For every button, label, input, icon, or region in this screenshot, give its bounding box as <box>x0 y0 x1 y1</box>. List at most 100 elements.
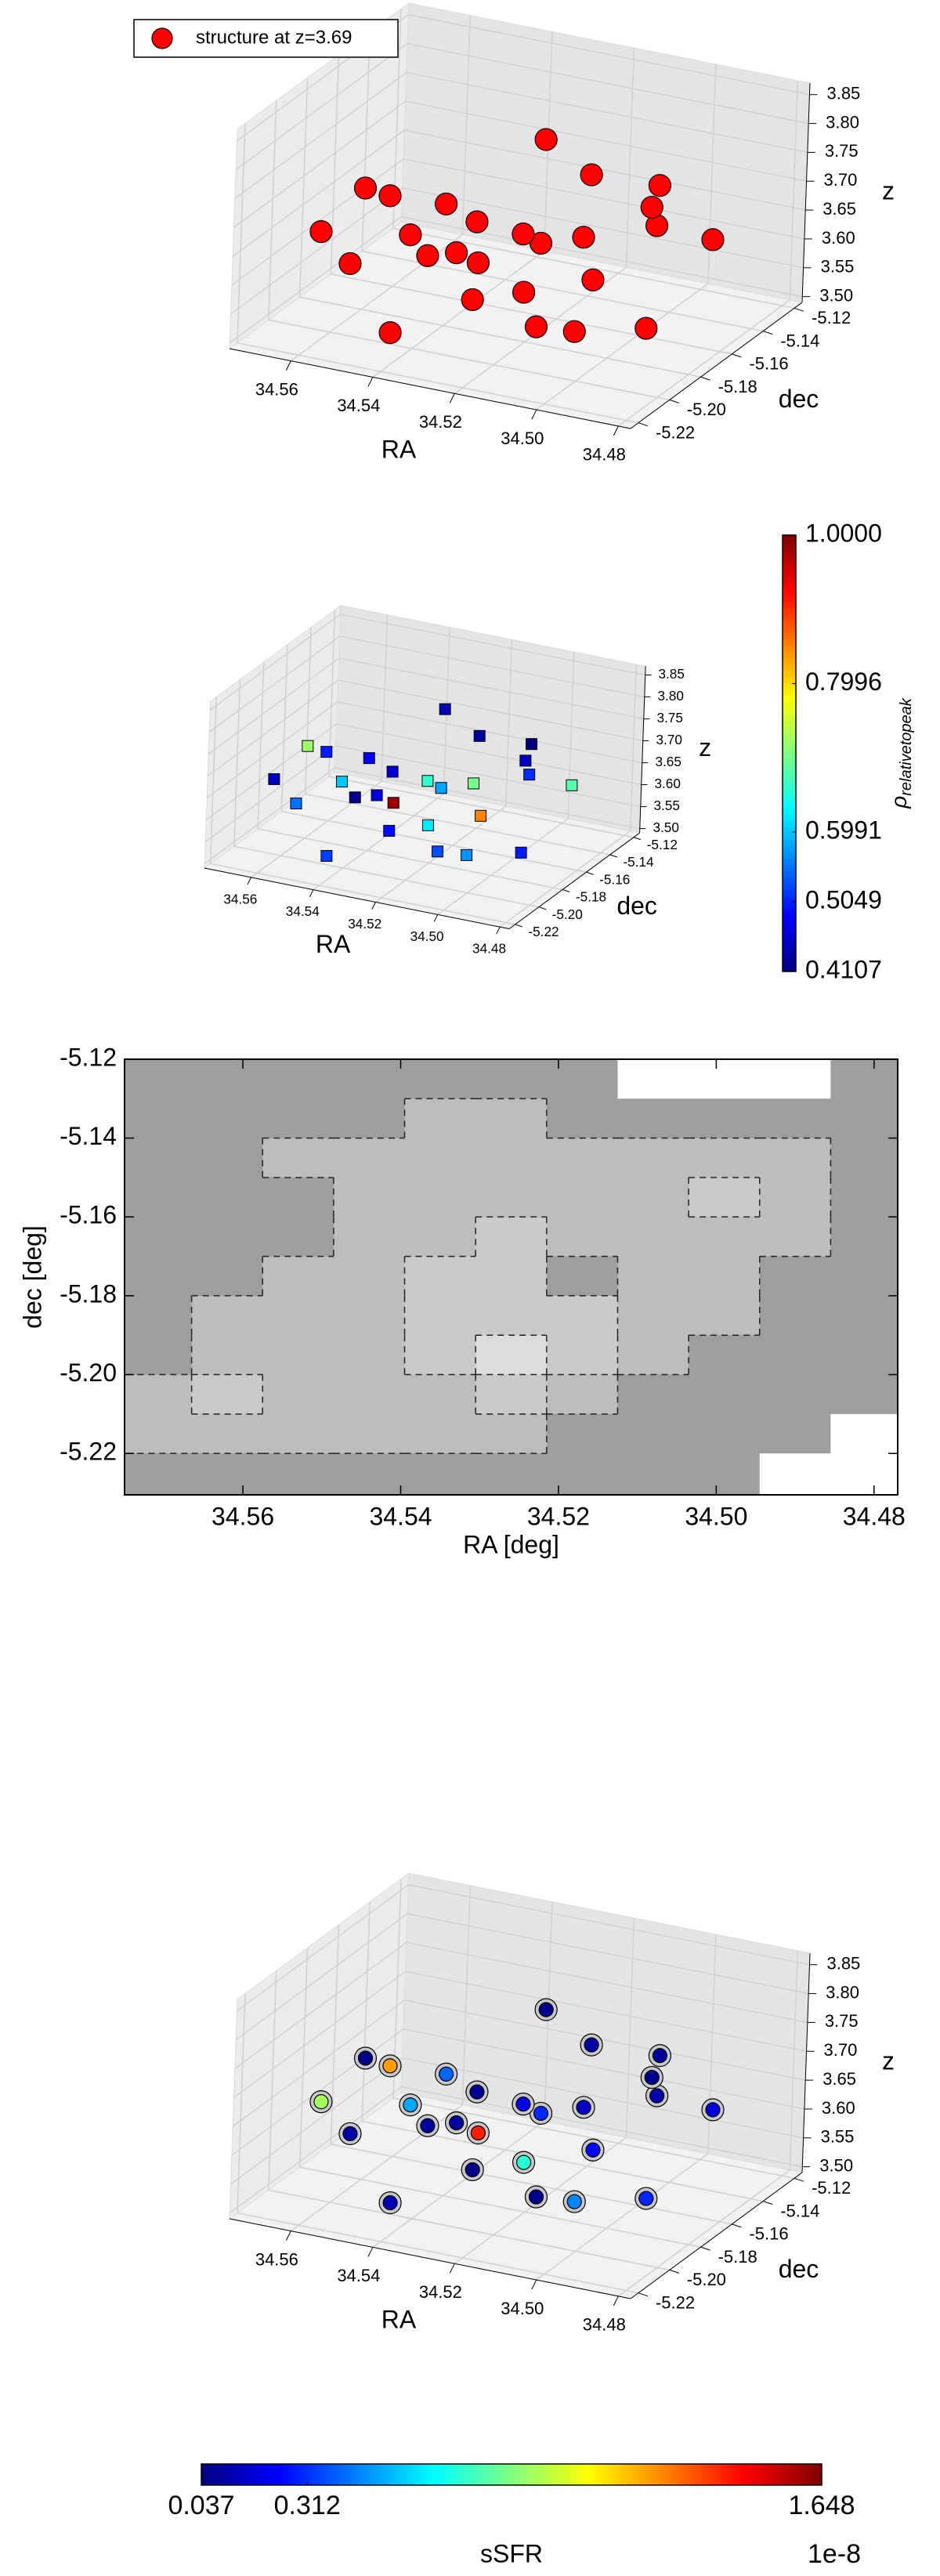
point <box>566 779 578 791</box>
density-cell <box>125 1177 193 1217</box>
x-axis <box>229 348 631 429</box>
colorbar-offset: 1e-8 <box>808 2539 861 2569</box>
tick-mark <box>562 888 570 892</box>
colorbar-label-main: ρ <box>887 796 911 809</box>
grid-line <box>298 78 701 378</box>
tick-mark <box>669 2269 679 2274</box>
y-axis <box>508 832 640 929</box>
y-tick-label: -5.14 <box>780 2201 819 2220</box>
density-cell <box>404 1059 476 1099</box>
density-cell <box>191 1335 263 1376</box>
density-cell <box>191 1217 263 1257</box>
grid-line <box>536 64 717 411</box>
colorbar-tick-label: 0.5049 <box>805 885 882 914</box>
y-tick-label: -5.20 <box>552 906 583 922</box>
x-tick-label: 34.56 <box>255 379 298 399</box>
z-tick-label: 3.85 <box>826 1954 860 1974</box>
colorbar-tick-label: 0.5991 <box>805 816 882 844</box>
density-cell <box>333 1217 406 1257</box>
point <box>302 740 314 752</box>
density-cell <box>689 1335 761 1376</box>
x-tick-label: 34.50 <box>410 928 444 944</box>
density-cell <box>404 1295 476 1336</box>
tick-mark <box>638 422 649 427</box>
x-axis-label: RA [deg] <box>463 1530 559 1558</box>
density-cell <box>830 1295 898 1336</box>
density-cell <box>404 1413 476 1454</box>
z-tick-label: 3.75 <box>825 141 859 161</box>
z-axis <box>801 82 811 303</box>
y-tick-label: -5.14 <box>60 1122 117 1150</box>
grid-line <box>237 123 639 424</box>
z-tick-label: 3.50 <box>819 2155 853 2175</box>
axes-frame <box>124 1058 898 1496</box>
point <box>382 2058 398 2074</box>
grid-line <box>233 1970 807 2098</box>
grid-line <box>280 644 587 873</box>
point <box>320 746 333 758</box>
density-cell <box>546 1335 618 1376</box>
point <box>701 228 725 251</box>
density-cell <box>404 1217 476 1257</box>
grid-line <box>617 1950 799 2297</box>
grid-line <box>536 1934 717 2281</box>
colorbar-tick-label: 1.648 <box>788 2491 855 2520</box>
tick-mark <box>531 409 537 420</box>
tick-mark <box>515 924 522 928</box>
colorbar-label: ρrelativetopeak <box>887 697 915 809</box>
point <box>371 789 383 801</box>
point <box>515 846 527 859</box>
z-tick-label: 3.75 <box>825 2011 859 2031</box>
point <box>469 2084 485 2100</box>
tick-mark <box>669 399 679 403</box>
tick-mark <box>763 331 773 335</box>
grid-line <box>392 9 795 309</box>
density-cell <box>830 1098 898 1139</box>
point <box>468 777 480 790</box>
colorbar-label-sub: relativetopeak <box>898 697 915 796</box>
density-cell <box>759 1374 831 1415</box>
density-cell <box>759 1295 831 1336</box>
density-cell <box>191 1177 263 1217</box>
density-cell <box>689 1453 761 1495</box>
density-cell <box>689 1256 761 1297</box>
point <box>652 2048 668 2064</box>
y-tick-label: -5.22 <box>656 422 695 442</box>
z-tick-label: 3.60 <box>822 228 855 248</box>
y-tick-label: -5.14 <box>780 331 819 350</box>
legend-label: structure at z=3.69 <box>196 27 352 48</box>
tick-mark <box>247 877 252 885</box>
y-tick-label: -5.12 <box>812 308 851 327</box>
x-tick-label: 34.48 <box>843 1502 906 1530</box>
x-tick-label: 34.50 <box>501 429 544 448</box>
z-tick-label: 3.75 <box>656 710 682 725</box>
colorbar <box>201 2463 822 2486</box>
density-cell <box>333 1335 406 1376</box>
grid-line <box>206 701 642 799</box>
grid-line <box>209 696 515 925</box>
y-tick-label: -5.22 <box>656 2292 695 2312</box>
grid-line <box>233 679 540 908</box>
point <box>475 809 487 822</box>
density-cell <box>689 1413 761 1454</box>
density-cell <box>125 1295 193 1336</box>
tick-mark <box>449 2263 455 2274</box>
density-cell <box>759 1256 831 1297</box>
z-tick-label: 3.70 <box>656 732 682 747</box>
density-cell <box>830 1374 898 1415</box>
x-tick-label: 34.48 <box>583 445 626 465</box>
density-cell <box>262 1413 334 1454</box>
point <box>581 268 605 291</box>
density-cell <box>404 1098 476 1139</box>
grid-line <box>208 635 645 733</box>
x-tick-label: 34.54 <box>337 2266 380 2285</box>
grid-line <box>205 723 642 821</box>
y-tick-label: -5.20 <box>687 2270 726 2289</box>
grid-line <box>328 610 634 838</box>
point <box>439 703 451 715</box>
colorbar-tick-label: 0.312 <box>274 2491 341 2520</box>
density-cell <box>830 1217 898 1257</box>
density-cell <box>475 1177 548 1217</box>
z-tick-label: 3.50 <box>653 819 678 835</box>
density-cell <box>759 1098 831 1139</box>
